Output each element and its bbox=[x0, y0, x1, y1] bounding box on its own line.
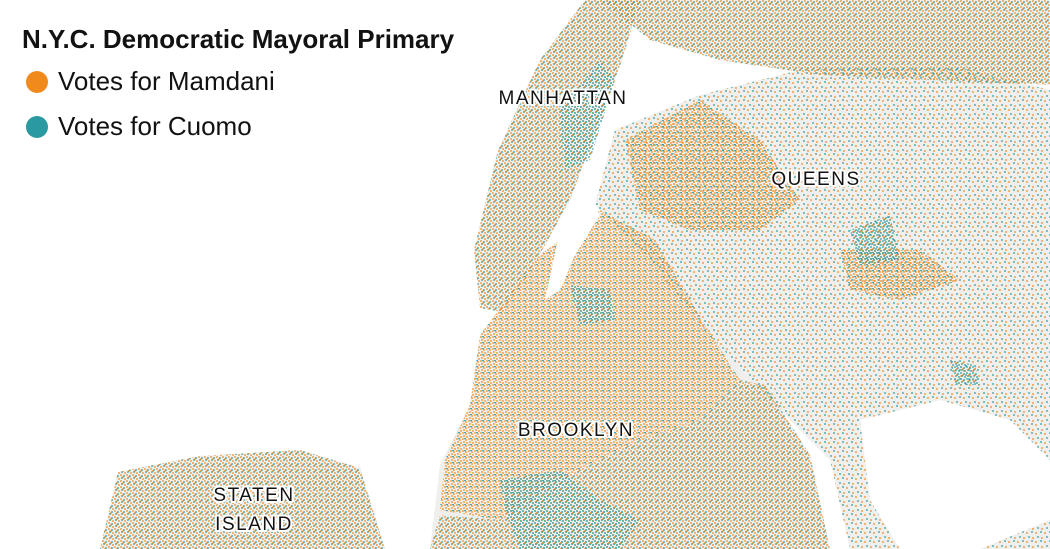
borough-label: BROOKLYN bbox=[518, 420, 634, 441]
dots-bronx bbox=[600, 0, 1050, 85]
borough-label: STATEN bbox=[213, 485, 294, 506]
dots-staten-island bbox=[100, 450, 385, 549]
borough-label: ISLAND bbox=[215, 514, 293, 535]
legend-swatch bbox=[26, 116, 48, 138]
legend-label: Votes for Mamdani bbox=[58, 66, 275, 96]
vote-dots bbox=[100, 0, 1050, 549]
dots-williamsburg bbox=[570, 285, 615, 325]
dots-borough-park bbox=[500, 470, 640, 549]
dots-flushing bbox=[850, 215, 900, 265]
legend-swatch bbox=[26, 71, 48, 93]
east-river bbox=[545, 200, 600, 300]
dots-queens-west bbox=[625, 100, 800, 230]
legend-label: Votes for Cuomo bbox=[58, 111, 252, 141]
map-title: N.Y.C. Democratic Mayoral Primary bbox=[22, 24, 455, 54]
dots-queens-east bbox=[950, 360, 980, 385]
borough-label: QUEENS bbox=[771, 169, 860, 190]
jamaica-bay bbox=[860, 400, 1050, 549]
dots-upper-east bbox=[560, 60, 615, 170]
borough-label: MANHATTAN bbox=[499, 88, 628, 109]
water bbox=[545, 200, 1050, 549]
dots-brooklyn bbox=[440, 210, 740, 520]
